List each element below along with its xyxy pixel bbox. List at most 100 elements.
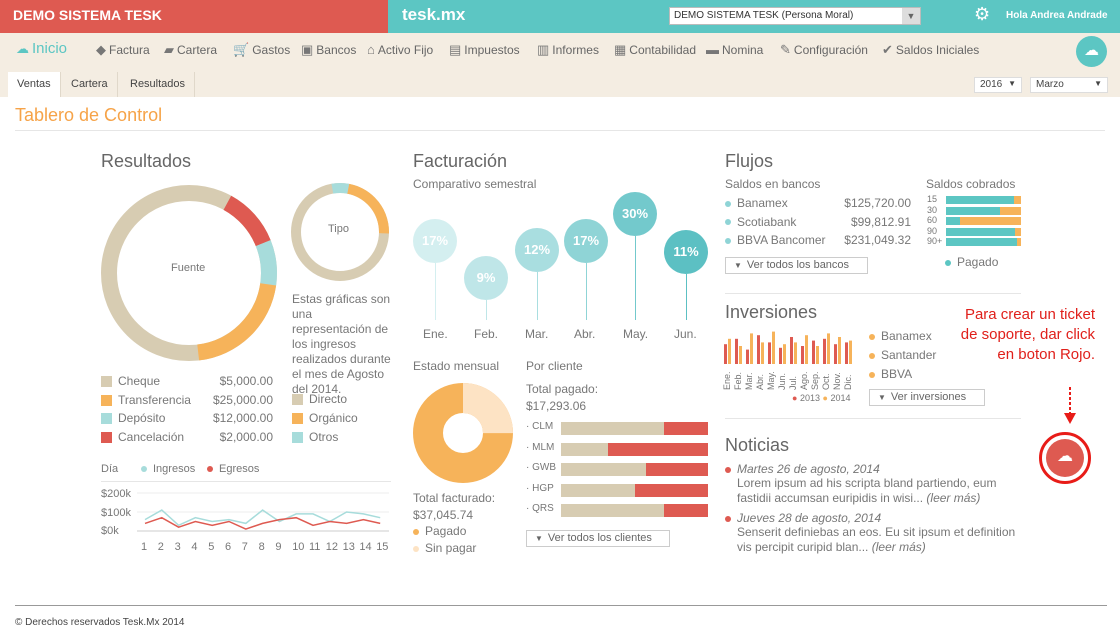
dia-legend-egresos: Egresos xyxy=(207,463,259,475)
legend-dot xyxy=(869,352,875,359)
saldos-cobrados-title: Saldos cobrados xyxy=(926,177,1016,191)
banco-name: Banamex xyxy=(737,196,788,210)
calculator-icon: ▦ xyxy=(614,42,627,57)
cliente-label: · CLM xyxy=(526,421,554,432)
bubble-stem xyxy=(537,272,538,320)
ver-clientes-button[interactable]: ▼ Ver todos los clientes xyxy=(526,530,670,547)
nav-configuracion[interactable]: ✎ Configuración xyxy=(780,42,868,58)
xtick-label: 6 xyxy=(225,541,232,553)
bullet xyxy=(725,515,731,522)
user-greeting[interactable]: Hola Andrea Andrade xyxy=(1006,10,1108,21)
xtick-label: 1 xyxy=(141,541,148,553)
chevron-down-icon: ▼ xyxy=(1008,79,1016,88)
legend-label: Pagado xyxy=(957,255,999,269)
inversiones-month-label: Mar. xyxy=(744,372,754,390)
leer-mas-link[interactable]: (leer más) xyxy=(926,491,981,505)
month-label: Abr. xyxy=(574,327,596,341)
support-ticket-button[interactable]: ☁ xyxy=(1046,439,1084,477)
inversiones-month-label: Ago. xyxy=(799,371,809,390)
nav-saldos-iniciales[interactable]: ✔ Saldos Iniciales xyxy=(882,42,979,58)
legend-label: Egresos xyxy=(219,463,260,475)
tag-icon: ◆ xyxy=(96,42,106,57)
nav-contabilidad[interactable]: ▦ Contabilidad xyxy=(614,42,696,58)
inversiones-bar-chart xyxy=(724,331,852,364)
nav-impuestos[interactable]: ▤ Impuestos xyxy=(449,42,520,58)
total-facturado-label: Total facturado: xyxy=(413,491,496,505)
fuente-segment-deposito xyxy=(101,185,277,361)
year-select[interactable]: 2016 ▼ xyxy=(974,77,1022,93)
banco-amount: $231,049.32 xyxy=(844,233,911,247)
cliente-bar-pendiente xyxy=(608,442,708,456)
briefcase-icon: ▤ xyxy=(449,42,462,57)
nav-nomina[interactable]: ▬ Nomina xyxy=(706,42,763,57)
brand-logo[interactable]: tesk.mx xyxy=(402,5,466,24)
banco-name: Scotiabank xyxy=(737,214,797,229)
bubble-value: 9% xyxy=(464,256,508,300)
xtick-label: 13 xyxy=(342,541,355,553)
cobrados-bar-pendiente xyxy=(1000,206,1021,215)
nav-home[interactable]: ☁ Inicio xyxy=(16,40,67,57)
xtick-label: 15 xyxy=(376,541,389,553)
banco-row: Banamex $125,720.00 xyxy=(725,196,911,210)
inversiones-month-label: Abr. xyxy=(755,373,765,390)
month-select[interactable]: Marzo ▼ xyxy=(1030,77,1108,93)
legend-label: Pagado xyxy=(425,524,467,538)
flujos-title: Flujos xyxy=(725,151,774,171)
banco-amount: $99,812.91 xyxy=(850,214,911,229)
bar-2013 xyxy=(801,346,804,364)
company-select[interactable]: DEMO SISTEMA TESK (Persona Moral) ▼ xyxy=(669,7,921,25)
inversiones-month-label: Ene. xyxy=(722,371,732,390)
nav-label: Nomina xyxy=(722,43,764,57)
noticia-body: Senserit definiebas an eos. Eu sit ipsum… xyxy=(737,525,1016,554)
ver-inversiones-button[interactable]: ▼ Ver inversiones xyxy=(869,389,985,406)
tab-ventas[interactable]: Ventas xyxy=(8,72,61,97)
bubble-value: 12% xyxy=(515,228,559,272)
estado-mensual-title: Estado mensual xyxy=(413,359,500,373)
cliente-bar-pagado xyxy=(561,463,646,476)
fuente-donut xyxy=(101,185,277,361)
nav-bancos[interactable]: ▣ Bancos xyxy=(301,42,356,58)
legend-swatch xyxy=(292,413,303,425)
tab-resultados[interactable]: Resultados xyxy=(121,72,196,97)
legend-dot xyxy=(869,371,875,378)
xtick-label: 10 xyxy=(292,541,305,553)
noticia-text: Lorem ipsum ad his scripta bland partien… xyxy=(725,476,1025,506)
nav-label: Saldos Iniciales xyxy=(895,43,980,57)
chevron-down-icon: ▼ xyxy=(535,534,543,543)
ytick-label: $200k xyxy=(101,488,131,500)
nav-activo-fijo[interactable]: ⌂ Activo Fijo xyxy=(367,42,433,57)
bar-2013 xyxy=(779,347,782,364)
chevron-down-icon: ▼ xyxy=(878,393,886,402)
support-annotation: Para crear un ticket de soporte, dar cli… xyxy=(960,306,1095,363)
nav-label: Bancos xyxy=(316,43,357,57)
arrow-down-icon xyxy=(1064,387,1076,424)
ver-bancos-button[interactable]: ▼ Ver todos los bancos xyxy=(725,257,868,274)
tab-cartera[interactable]: Cartera xyxy=(62,72,118,97)
bullet: ● xyxy=(792,393,798,403)
fondo-santander: Santander xyxy=(869,348,936,362)
nav-gastos[interactable]: 🛒 Gastos xyxy=(233,42,290,58)
support-cloud-icon[interactable]: ☁ xyxy=(1076,36,1107,67)
resultados-title: Resultados xyxy=(101,151,192,171)
bubble-value: 11% xyxy=(664,230,708,274)
gear-icon[interactable]: ⚙ xyxy=(974,4,991,24)
leer-mas-link[interactable]: (leer más) xyxy=(871,540,926,554)
bar-2014 xyxy=(728,338,731,364)
nav-factura[interactable]: ◆ Factura xyxy=(96,42,150,58)
nav-informes[interactable]: ▥ Informes xyxy=(537,42,599,58)
legend-cancelacion: Cancelación $2,000.00 xyxy=(101,430,273,444)
inversiones-month-label: Sep. xyxy=(810,371,820,390)
bar-2013 xyxy=(834,344,837,364)
legend-year-2013: 2013 xyxy=(799,393,820,403)
chevron-down-icon: ▼ xyxy=(734,261,742,270)
nav-cartera[interactable]: ▰ Cartera xyxy=(164,42,217,58)
cobrados-bar-pagado xyxy=(946,227,1015,236)
bubble-stem xyxy=(435,263,436,320)
cliente-label: · GWB xyxy=(526,462,556,473)
tabs-bar: Ventas Cartera Resultados 2016 ▼ Marzo ▼ xyxy=(0,68,1120,97)
cobrados-bar-pendiente xyxy=(1014,196,1021,204)
cloud-icon: ☁ xyxy=(1057,448,1073,465)
dia-legend-ingresos: Ingresos xyxy=(141,463,195,475)
bar-2013 xyxy=(790,337,793,364)
legend-dot xyxy=(141,466,147,473)
